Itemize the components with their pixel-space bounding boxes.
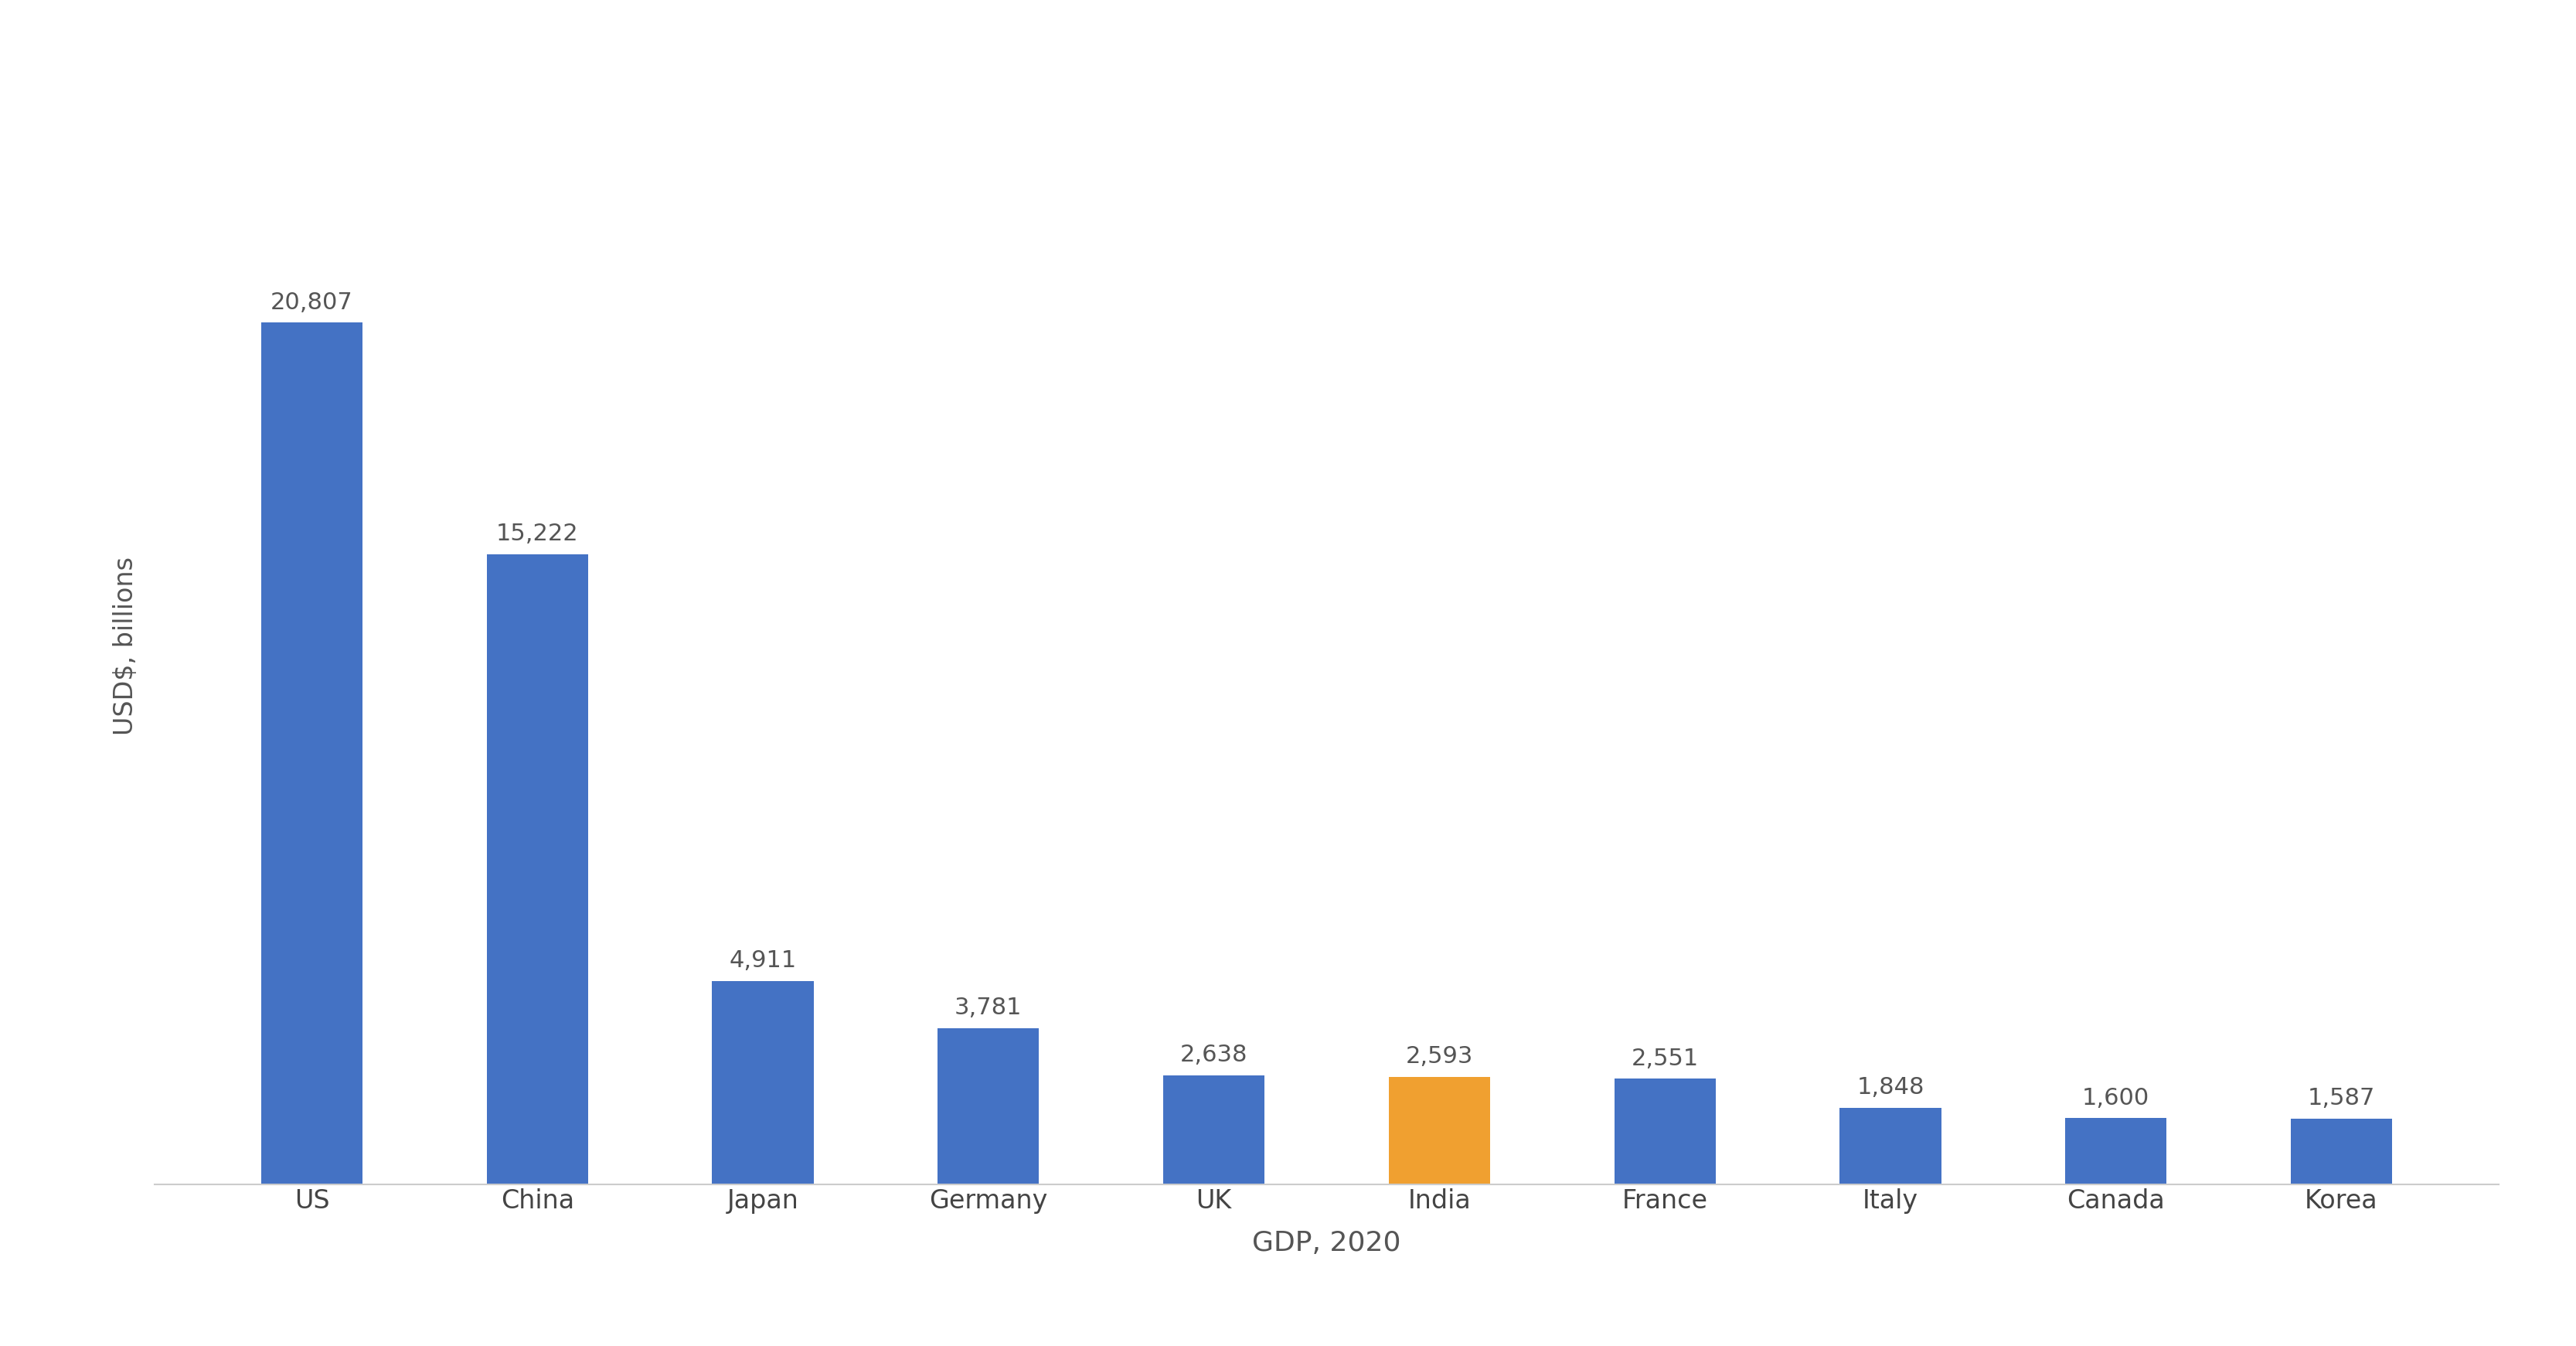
Bar (1164, 1075, 1265, 1184)
Text: 2,593: 2,593 (1406, 1046, 1473, 1067)
Text: 1,587: 1,587 (2308, 1088, 2375, 1109)
Text: 2,638: 2,638 (1180, 1043, 1247, 1066)
Bar (260, 323, 363, 1184)
Bar (487, 555, 587, 1184)
Text: 20,807: 20,807 (270, 291, 353, 314)
Bar (1839, 1108, 1942, 1184)
Text: 1,600: 1,600 (2081, 1086, 2148, 1109)
Text: 4,911: 4,911 (729, 949, 796, 972)
Text: 15,222: 15,222 (497, 522, 580, 545)
Bar (711, 981, 814, 1184)
Bar (938, 1028, 1038, 1184)
Bar (2290, 1119, 2393, 1184)
Text: 1,848: 1,848 (1857, 1077, 1924, 1098)
Text: 3,781: 3,781 (956, 996, 1023, 1019)
Y-axis label: USD$, billions: USD$, billions (113, 557, 139, 735)
Bar (1615, 1079, 1716, 1184)
Text: 2,551: 2,551 (1631, 1047, 1698, 1070)
Bar (1388, 1077, 1489, 1184)
X-axis label: GDP, 2020: GDP, 2020 (1252, 1230, 1401, 1256)
Bar (2066, 1119, 2166, 1184)
